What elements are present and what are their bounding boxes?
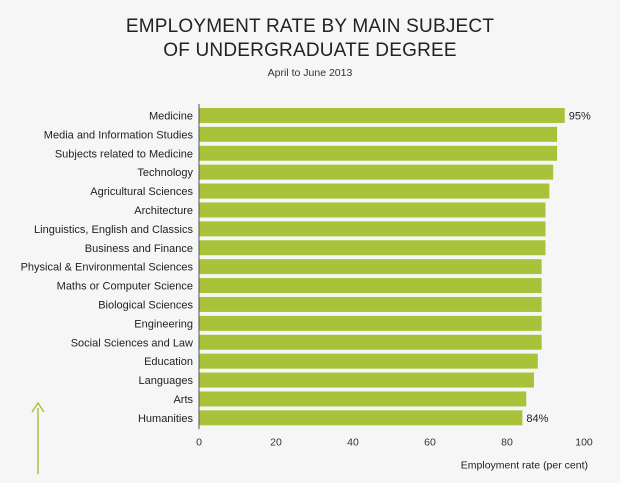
bar <box>199 202 546 218</box>
chart-title-line-1: EMPLOYMENT RATE BY MAIN SUBJECT <box>125 16 495 37</box>
category-label: Maths or Computer Science <box>57 281 193 293</box>
data-label: 95% <box>569 110 591 122</box>
bar <box>199 145 558 161</box>
bar <box>199 391 527 407</box>
bar <box>199 372 534 388</box>
bar <box>199 334 542 350</box>
bar <box>199 183 550 199</box>
x-axis-label: Employment rate (per cent) <box>461 459 588 471</box>
category-label: Education <box>144 356 193 368</box>
bar <box>199 296 542 312</box>
bar <box>199 278 542 294</box>
category-label: Languages <box>139 375 194 387</box>
category-label: Technology <box>137 167 193 179</box>
bar <box>199 107 565 123</box>
bar <box>199 164 554 180</box>
category-label: Arts <box>173 394 193 406</box>
category-label: Humanities <box>138 413 194 425</box>
bar <box>199 315 542 331</box>
bar <box>199 410 523 426</box>
category-label: Biological Sciences <box>98 299 193 311</box>
category-label: Architecture <box>134 205 193 217</box>
category-label: Subjects related to Medicine <box>55 148 193 160</box>
bar <box>199 126 558 142</box>
bar <box>199 221 546 237</box>
category-label: Business and Finance <box>85 243 193 255</box>
category-label: Social Sciences and Law <box>71 337 193 349</box>
x-tick-label: 80 <box>501 436 513 448</box>
bar <box>199 259 542 275</box>
chart-title-line-2: OF UNDERGRADUATE DEGREE <box>163 40 457 61</box>
chart-subtitle: April to June 2013 <box>267 67 353 79</box>
category-label: Agricultural Sciences <box>90 186 193 198</box>
category-label: Medicine <box>149 110 193 122</box>
x-tick-label: 100 <box>575 436 593 448</box>
category-label: Engineering <box>134 318 193 330</box>
data-label: 84% <box>526 413 548 425</box>
bar <box>199 240 546 256</box>
x-tick-label: 40 <box>347 436 359 448</box>
x-tick-label: 0 <box>196 436 202 448</box>
bar <box>199 353 538 369</box>
arrow-up-icon <box>31 401 45 413</box>
x-tick-label: 20 <box>270 436 282 448</box>
category-label: Linguistics, English and Classics <box>34 224 193 236</box>
category-label: Physical & Environmental Sciences <box>21 262 194 274</box>
x-tick-label: 60 <box>424 436 436 448</box>
category-label: Media and Information Studies <box>44 129 194 141</box>
